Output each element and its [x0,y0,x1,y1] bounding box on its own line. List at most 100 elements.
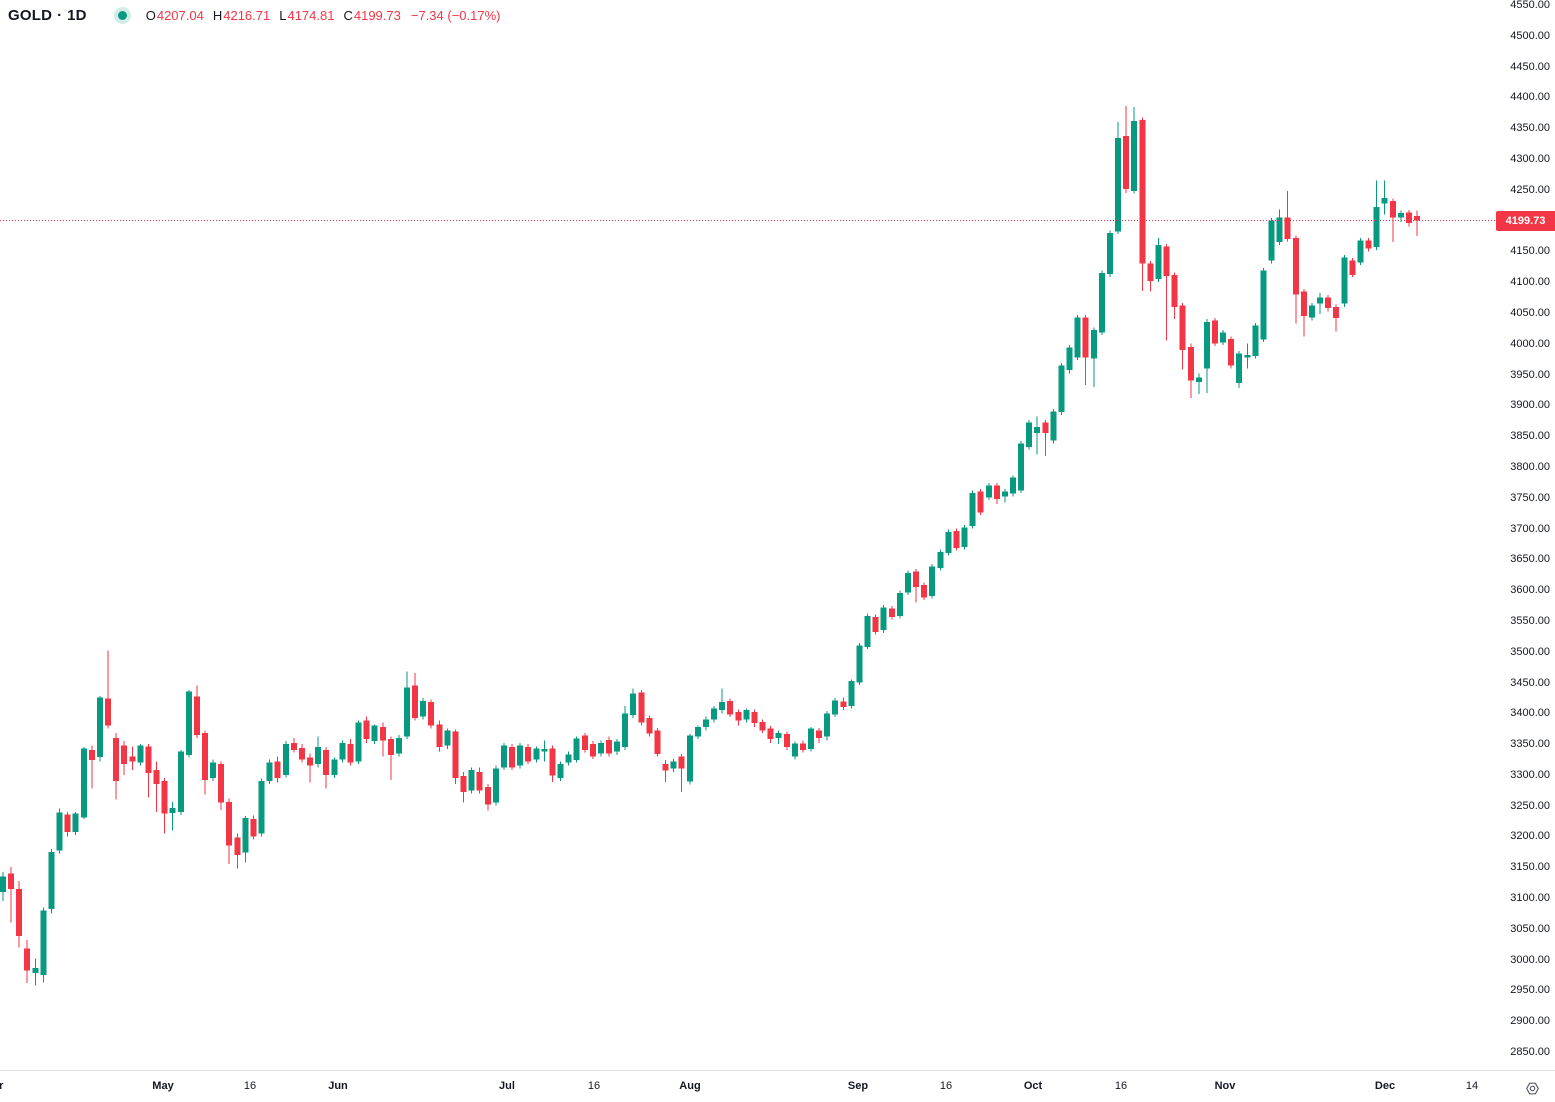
gear-icon [1525,1082,1539,1094]
time-axis[interactable]: Apr May 16 Jun Jul 16 Aug Sep 16 Oct 16 Nov Dec 14 [0,1071,1490,1102]
candle-body [1284,217,1291,240]
candle-body [137,745,144,763]
candle-wick [1416,210,1418,237]
candle-body [913,571,920,588]
candle-body [1300,291,1307,317]
candle-body [1187,346,1194,381]
candle-body [500,745,507,768]
candle-body [339,742,346,760]
candle-body [549,748,556,776]
candle-body [638,692,645,723]
time-tick-label: May [152,1080,174,1092]
price-tick-label: 4550.00 [1510,0,1550,11]
candle-body [161,781,168,814]
price-tick-label: 4000.00 [1510,337,1550,350]
candle-body [266,762,273,782]
candle-body [290,742,297,751]
candle-body [662,763,669,771]
candle-body [298,747,305,760]
candle-body [791,743,798,757]
candle-body [929,566,936,597]
candle-body [589,744,596,757]
series-status-marker[interactable] [113,6,131,24]
candle-body [1405,212,1412,224]
candle-body [226,801,233,846]
candle-body [904,572,911,593]
candle-body [476,771,483,791]
candle-body [783,734,790,748]
candle-body [1155,245,1162,280]
candle-body [371,725,378,741]
candle-body [72,813,79,833]
candle-wick [681,753,683,793]
price-tick-label: 3500.00 [1510,645,1550,658]
candle-body [1341,257,1348,304]
candle-body [993,485,1000,499]
price-tick-label: 3100.00 [1510,892,1550,904]
candle-body [307,757,314,766]
candle-body [1252,325,1259,357]
candle-body [436,724,443,748]
time-tick-label: 16 [939,1080,953,1092]
price-tick-label: 3650.00 [1510,553,1550,566]
candle-body [202,732,208,780]
candle-body [646,718,653,734]
candle-body [1308,305,1315,318]
candle-wick [1384,180,1386,215]
price-tick-label: 3900.00 [1510,399,1550,412]
price-axis[interactable]: 4550.00 4500.00 4450.00 4400.00 4350.00 4300.… [1491,0,1555,1070]
price-tick-label: 3800.00 [1510,460,1550,473]
candle-body [420,700,427,717]
candle-body [565,754,572,763]
candle-body [492,768,499,803]
candle-body [614,741,621,752]
change-value: −7.34 (−0.17%) [410,7,501,23]
candle-body [1244,354,1251,358]
candle-body [630,693,637,716]
candle-body [355,722,362,762]
price-tick-label: 4500.00 [1510,29,1550,42]
candle-body [597,742,604,754]
candle-body [185,691,192,756]
candle-body [1236,353,1243,384]
axis-settings-button[interactable] [1522,1078,1542,1098]
time-tick-label: 16 [1114,1080,1128,1092]
candle-body [751,712,758,724]
candle-body [48,851,55,910]
candle-body [0,876,6,892]
open-value: 4207.04 [156,7,204,23]
candle-body [193,696,200,735]
time-tick-label: Oct [1023,1080,1043,1092]
price-tick-label: 3200.00 [1510,830,1550,843]
candle-body [1260,270,1267,340]
candle-body [1357,240,1364,263]
price-tick-label: 3150.00 [1510,861,1550,874]
candle-body [1139,120,1146,264]
candle-body [985,485,992,498]
candle-body [218,763,225,803]
candle-body [743,710,750,720]
candle-body [509,747,516,768]
candle-body [1082,317,1089,358]
last-price-label[interactable]: 4199.73 [1496,210,1555,231]
candle-wick [1036,416,1038,455]
candle-body [323,750,330,775]
candle-body [848,681,855,706]
price-tick-label: 3850.00 [1510,430,1550,443]
candle-body [606,739,612,754]
time-tick-label: Jun [328,1080,348,1092]
candle-body [24,948,31,971]
candle-body [1397,213,1404,218]
symbol-name[interactable]: GOLD [8,6,53,24]
candle-body [404,687,410,737]
candle-body [387,739,394,756]
candle-body [573,738,580,761]
symbol-interval-separator: · [57,6,63,24]
candle-body [977,491,984,513]
candle-body [315,747,322,764]
candlestick-chart[interactable] [0,0,1555,1070]
low-label: L [279,7,287,23]
candle-body [896,593,903,616]
interval-label[interactable]: 1D [67,6,87,24]
